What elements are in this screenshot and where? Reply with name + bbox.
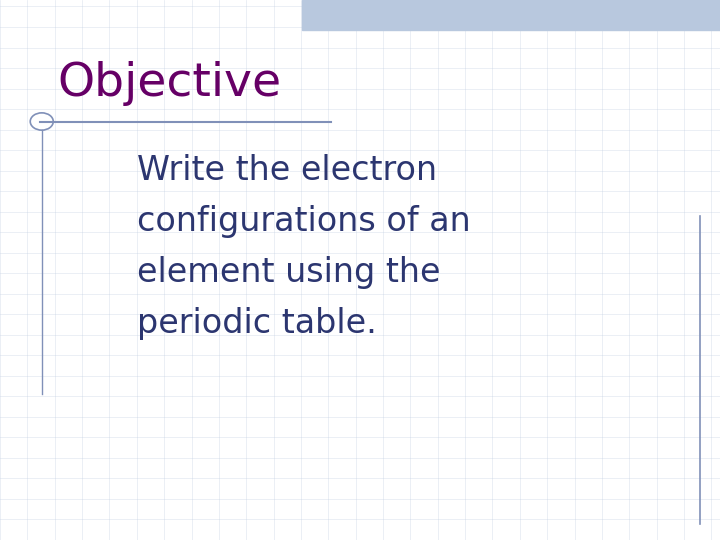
Text: Write the electron: Write the electron [137,153,437,187]
Text: Objective: Objective [58,61,282,106]
Text: configurations of an: configurations of an [137,205,471,238]
Text: periodic table.: periodic table. [137,307,377,341]
Text: element using the: element using the [137,256,441,289]
Bar [302,0,720,30]
